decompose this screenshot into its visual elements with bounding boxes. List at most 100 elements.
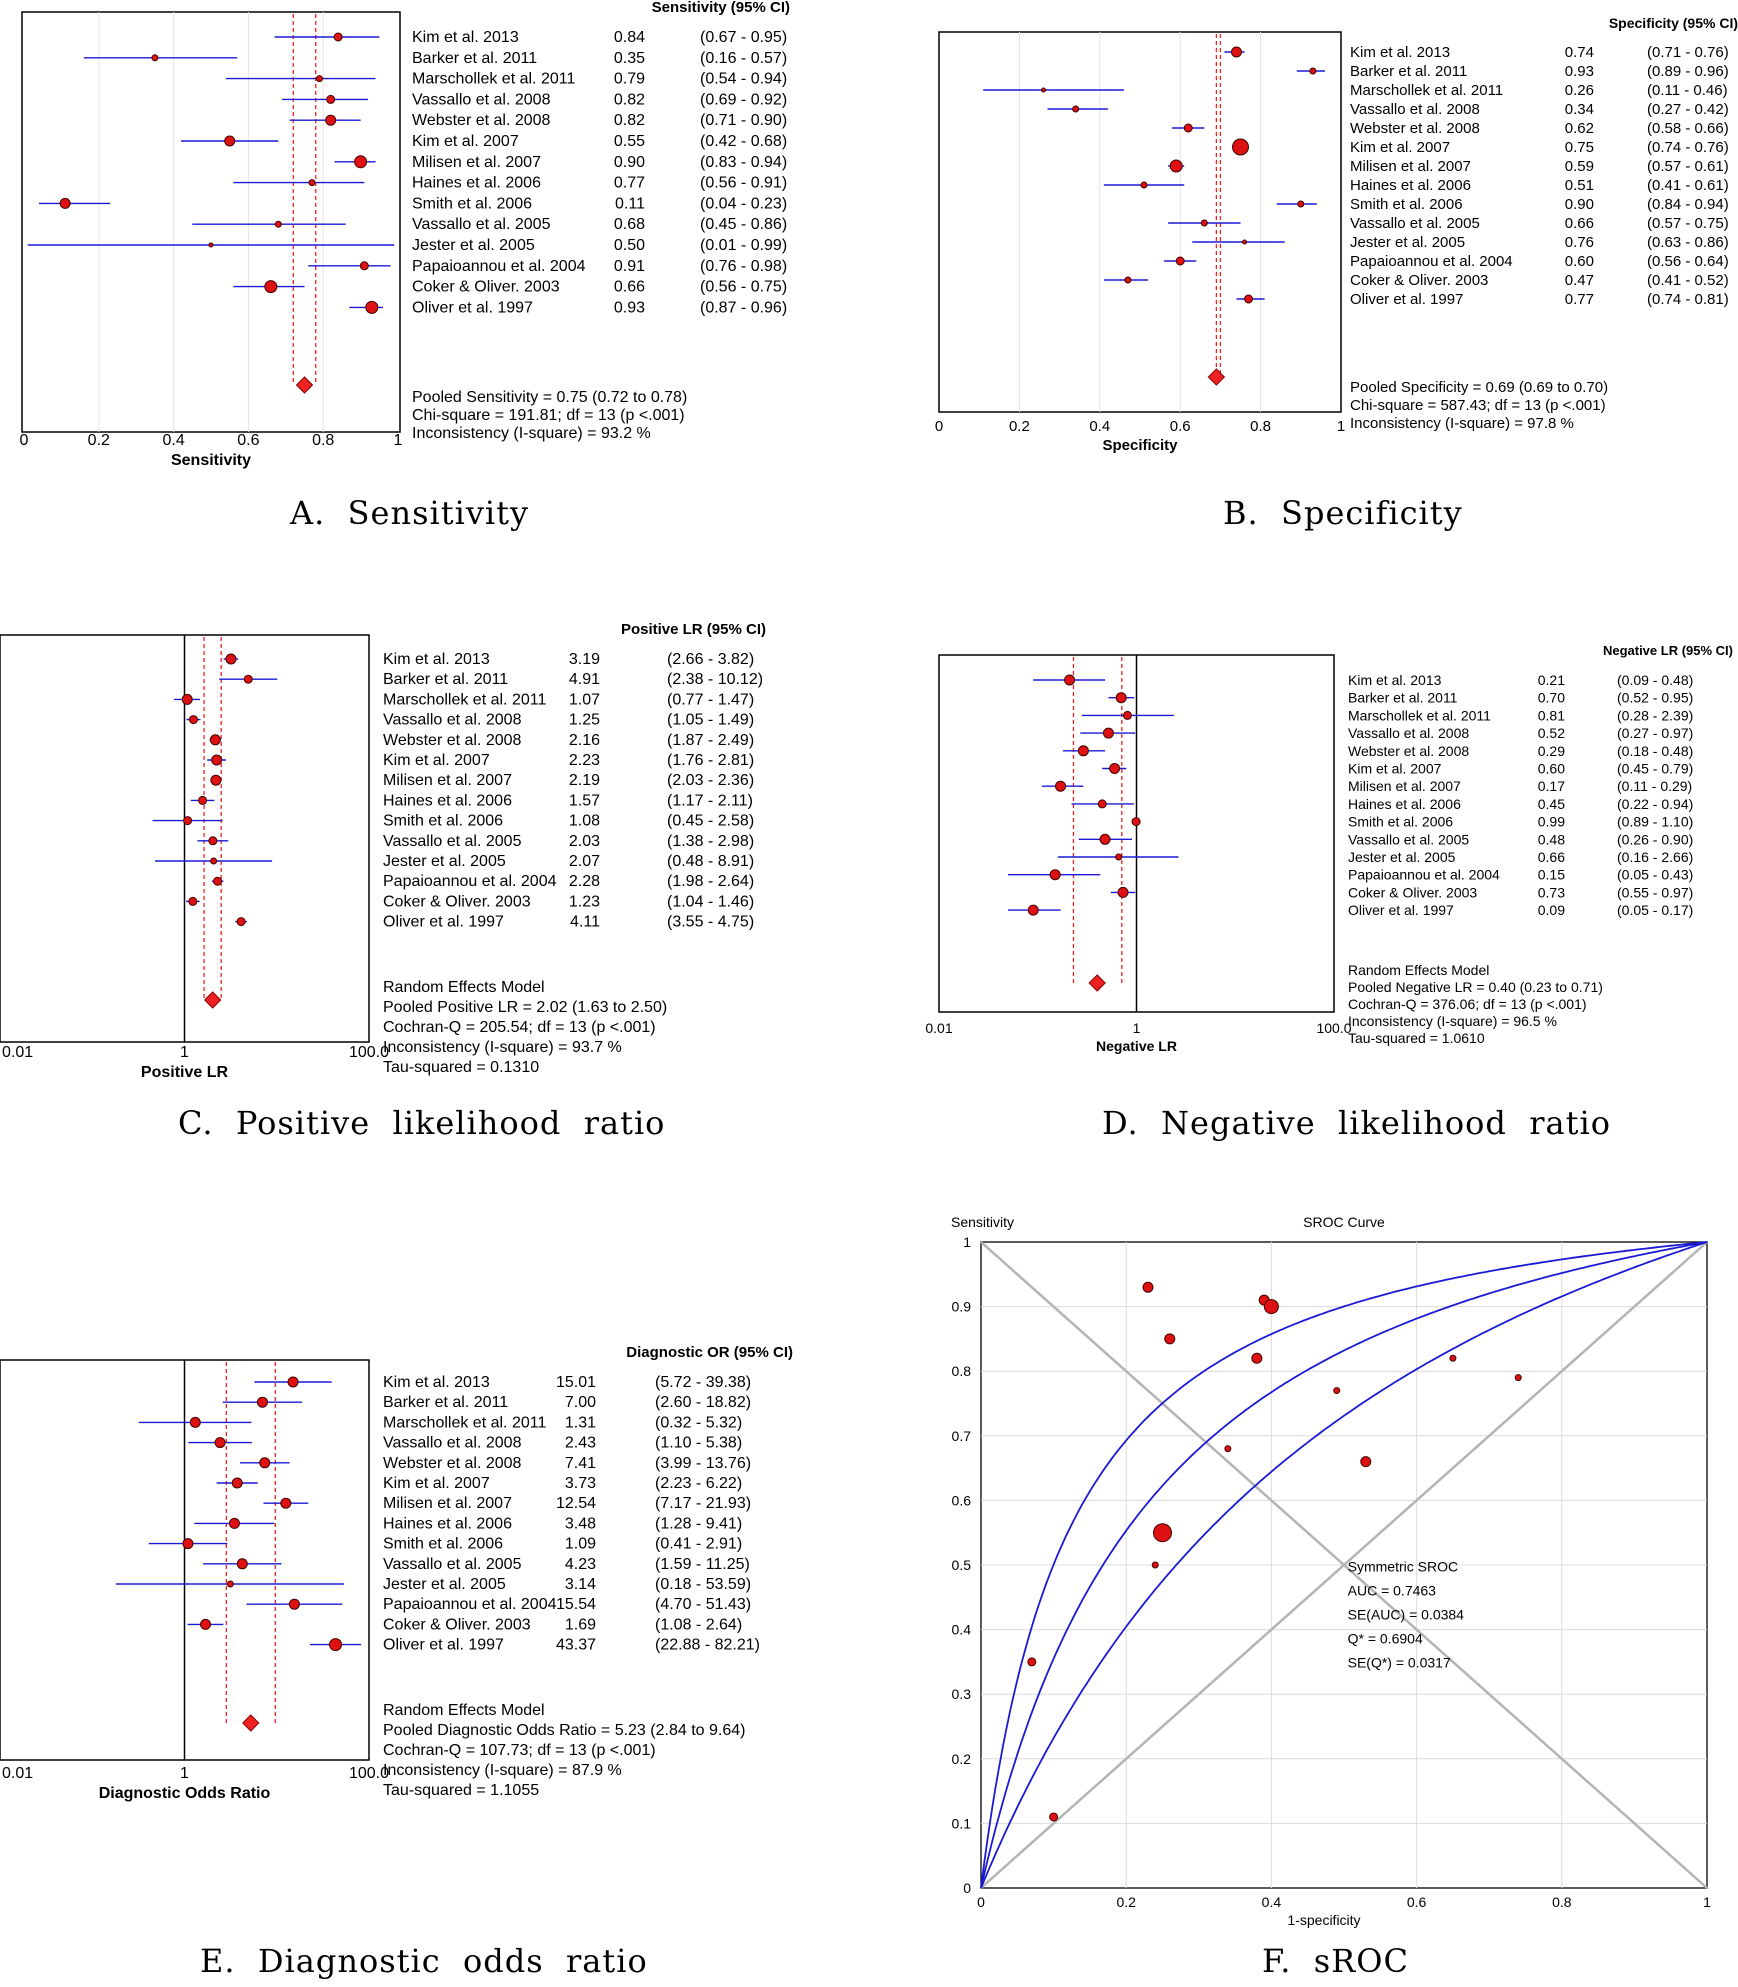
study-point (308, 179, 316, 187)
study-value: 0.34 (1565, 101, 1594, 118)
pooled-diamond (295, 376, 314, 394)
study-value: 0.15 (1538, 867, 1565, 883)
pooled-stat-line: Cochran-Q = 376.06; df = 13 (p <.001) (1348, 996, 1587, 1012)
study-label: Webster et al. 2008 (412, 112, 551, 129)
pooled-stat-line: Cochran-Q = 205.54; df = 13 (p <.001) (383, 1019, 656, 1036)
x-axis-label: Positive LR (141, 1064, 229, 1081)
study-ci: (0.42 - 0.68) (700, 133, 787, 150)
study-value: 0.35 (614, 50, 645, 67)
column-header: Positive LR (95% CI) (621, 621, 766, 638)
study-point (209, 734, 221, 746)
study-label: Oliver et al. 1997 (383, 1637, 504, 1654)
study-label: Smith et al. 2006 (412, 195, 532, 212)
study-ci: (0.22 - 0.94) (1617, 796, 1693, 812)
caption-e: E. Diagnostic odds ratio (200, 1942, 648, 1980)
study-label: Marschollek et al. 2011 (1350, 82, 1503, 99)
study-ci: (0.57 - 0.61) (1647, 158, 1729, 175)
study-label: Coker & Oliver. 2003 (1350, 272, 1488, 289)
study-point (359, 261, 369, 271)
y-tick-label: 0.8 (952, 1363, 972, 1379)
caption-d: D. Negative likelihood ratio (1102, 1104, 1611, 1142)
study-ci: (0.84 - 0.94) (1647, 196, 1729, 213)
study-value: 0.09 (1538, 902, 1565, 918)
x-tick-label: 0.4 (162, 432, 184, 449)
study-ci: (2.60 - 18.82) (655, 1394, 751, 1411)
study-label: Smith et al. 2006 (1348, 814, 1453, 830)
study-ci: (1.10 - 5.38) (655, 1435, 742, 1452)
study-value: 1.31 (565, 1414, 596, 1431)
x-tick-label: 0.4 (1262, 1894, 1282, 1910)
study-label: Kim et al. 2013 (383, 1374, 490, 1391)
study-label: Haines et al. 2006 (383, 792, 512, 809)
study-value: 0.48 (1538, 831, 1565, 847)
x-tick-label: 100.0 (349, 1765, 389, 1782)
study-ci: (2.38 - 10.12) (667, 671, 763, 688)
study-value: 0.66 (614, 279, 645, 296)
study-value: 2.19 (569, 772, 600, 789)
x-tick-label: 0.4 (1089, 418, 1110, 435)
study-point (1360, 1456, 1372, 1468)
study-label: Kim et al. 2013 (412, 29, 519, 46)
study-ci: (0.76 - 0.98) (700, 258, 787, 275)
pooled-stat-line: Pooled Diagnostic Odds Ratio = 5.23 (2.8… (383, 1722, 745, 1739)
study-point (200, 1618, 212, 1630)
pooled-stat-line: Inconsistency (I-square) = 87.9 % (383, 1762, 622, 1779)
study-label: Barker et al. 2011 (383, 1394, 508, 1411)
study-point (1115, 692, 1127, 704)
sroc-stat-line: SE(Q*) = 0.0317 (1348, 1654, 1451, 1670)
study-value: 1.23 (569, 893, 600, 910)
study-point (1099, 833, 1111, 845)
plot-frame (21, 11, 401, 433)
study-value: 0.51 (1565, 177, 1594, 194)
study-value: 3.14 (565, 1576, 596, 1593)
x-tick-label: 0.8 (1250, 418, 1271, 435)
study-point (1064, 674, 1076, 686)
study-ci: (0.27 - 0.97) (1617, 725, 1693, 741)
study-ci: (0.16 - 0.57) (700, 50, 787, 67)
study-value: 4.91 (569, 671, 600, 688)
study-ci: (0.18 - 53.59) (655, 1576, 751, 1593)
study-value: 0.82 (614, 112, 645, 129)
x-tick-label: 0.01 (2, 1044, 33, 1061)
study-point (1027, 1657, 1037, 1667)
study-value: 1.69 (565, 1616, 596, 1633)
study-value: 2.43 (565, 1435, 596, 1452)
study-value: 15.54 (556, 1596, 596, 1613)
study-label: Jester et al. 2005 (383, 853, 506, 870)
study-label: Milisen et al. 2007 (412, 154, 541, 171)
pooled-stat-line: Tau-squared = 1.0610 (1348, 1030, 1485, 1046)
study-value: 2.28 (569, 873, 600, 890)
study-point (1115, 853, 1123, 861)
x-tick-label: 1 (1337, 418, 1345, 435)
study-point (1449, 1354, 1457, 1362)
y-tick-label: 0.6 (952, 1492, 972, 1508)
study-value: 0.66 (1538, 849, 1565, 865)
study-label: Marschollek et al. 2011 (1348, 707, 1491, 723)
pooled-stat-line: Random Effects Model (383, 1702, 545, 1719)
study-point (333, 32, 343, 42)
pooled-stat-line: Random Effects Model (1348, 962, 1489, 978)
sroc-stat-line: Q* = 0.6904 (1348, 1630, 1423, 1646)
study-ci: (7.17 - 21.93) (655, 1495, 751, 1512)
study-ci: (0.16 - 2.66) (1617, 849, 1693, 865)
study-point (264, 280, 278, 294)
caption-c: C. Positive likelihood ratio (178, 1104, 666, 1142)
study-point (183, 816, 193, 826)
study-label: Kim et al. 2013 (1348, 672, 1442, 688)
study-value: 2.03 (569, 833, 600, 850)
study-ci: (0.74 - 0.81) (1647, 291, 1729, 308)
study-ci: (0.11 - 0.46) (1647, 82, 1728, 99)
x-tick-label: 1 (180, 1765, 189, 1782)
study-ci: (22.88 - 82.21) (655, 1637, 760, 1654)
study-value: 0.75 (1565, 139, 1594, 156)
pooled-stat-line: Pooled Positive LR = 2.02 (1.63 to 2.50) (383, 999, 667, 1016)
study-value: 0.82 (614, 91, 645, 108)
study-point (1224, 1445, 1232, 1453)
study-value: 3.73 (565, 1475, 596, 1492)
study-label: Webster et al. 2008 (1350, 120, 1480, 137)
study-label: Barker et al. 2011 (1348, 690, 1458, 706)
study-ci: (0.71 - 0.76) (1647, 44, 1729, 61)
study-value: 0.90 (614, 154, 645, 171)
study-label: Vassallo et al. 2008 (383, 712, 522, 729)
study-ci: (0.56 - 0.75) (700, 279, 787, 296)
